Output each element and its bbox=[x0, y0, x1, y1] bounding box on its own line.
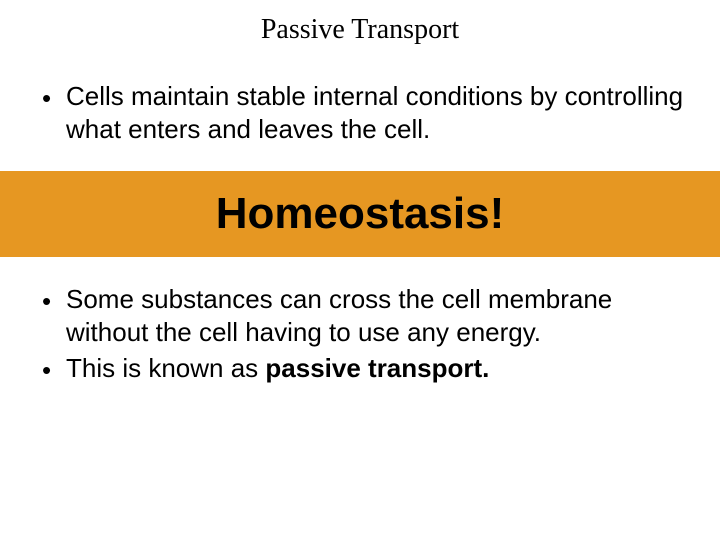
bullet-text-bold: passive transport. bbox=[265, 353, 489, 383]
bullet-text-plain: Some substances can cross the cell membr… bbox=[66, 284, 612, 347]
bullet-dot-icon: • bbox=[36, 80, 66, 115]
bullets-top: • Cells maintain stable internal conditi… bbox=[0, 54, 720, 171]
bullet-text: Some substances can cross the cell membr… bbox=[66, 283, 684, 348]
slide-title: Passive Transport bbox=[0, 0, 720, 54]
bullet-text: Cells maintain stable internal condition… bbox=[66, 80, 684, 145]
banner-text: Homeostasis! bbox=[216, 189, 505, 238]
homeostasis-banner: Homeostasis! bbox=[0, 171, 720, 257]
bullet-text-plain: This is known as bbox=[66, 353, 265, 383]
bullet-text: This is known as passive transport. bbox=[66, 352, 684, 385]
bullet-item: • Cells maintain stable internal conditi… bbox=[36, 80, 684, 145]
bullets-bottom: • Some substances can cross the cell mem… bbox=[0, 257, 720, 387]
bullet-dot-icon: • bbox=[36, 283, 66, 318]
bullet-item: • Some substances can cross the cell mem… bbox=[36, 283, 684, 348]
bullet-dot-icon: • bbox=[36, 352, 66, 387]
bullet-item: • This is known as passive transport. bbox=[36, 352, 684, 387]
